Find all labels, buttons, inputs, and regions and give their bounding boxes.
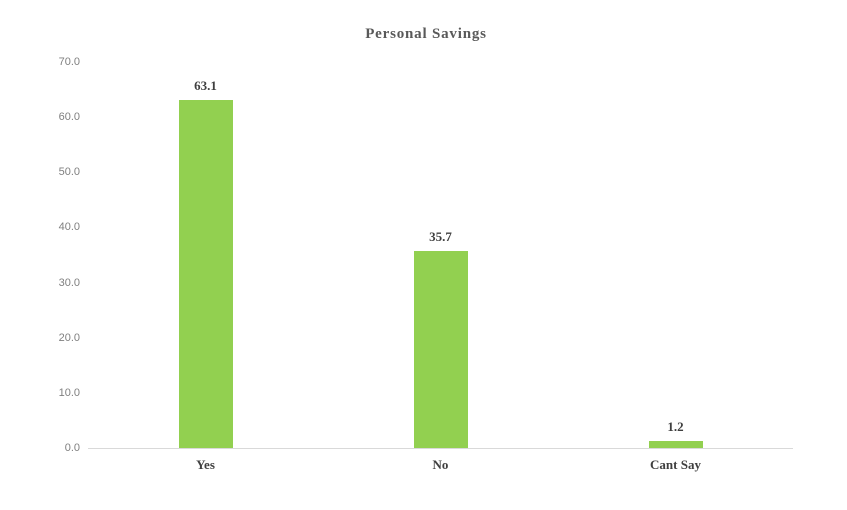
y-axis-tick-label: 50.0 xyxy=(58,166,80,179)
y-axis-tick-label: 70.0 xyxy=(58,56,80,68)
y-axis-tick-label: 20.0 xyxy=(58,331,80,344)
x-axis-category-label: Yes xyxy=(196,457,215,472)
x-axis-category-label: Cant Say xyxy=(650,457,701,472)
bar-value-label: 1.2 xyxy=(667,419,684,435)
bar-value-label: 35.7 xyxy=(429,229,452,245)
y-axis-tick-label: 0.0 xyxy=(64,442,80,454)
bar xyxy=(648,441,703,448)
bar-value-label: 63.1 xyxy=(194,78,217,94)
y-axis-tick-label: 40.0 xyxy=(58,221,80,234)
x-axis-line xyxy=(88,448,793,449)
y-axis-tick-label: 10.0 xyxy=(58,386,80,399)
bar xyxy=(178,100,233,448)
y-axis-tick-label: 30.0 xyxy=(58,276,80,289)
x-axis-category-label: No xyxy=(432,457,449,472)
y-axis-tick-label: 60.0 xyxy=(58,111,80,124)
bar xyxy=(413,251,468,448)
chart-title: Personal Savings xyxy=(365,26,487,42)
